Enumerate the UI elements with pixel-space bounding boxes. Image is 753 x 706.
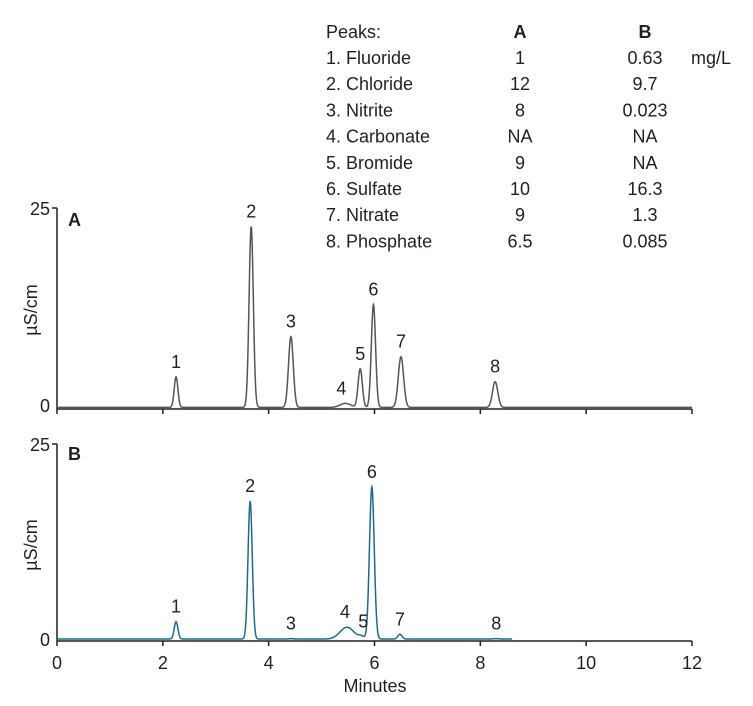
panel-a-y-tick-label-25: 25 bbox=[30, 199, 50, 219]
x-tick-label: 10 bbox=[576, 653, 596, 673]
peak-row-name: 4. Carbonate bbox=[326, 127, 430, 147]
peak-row-b: 0.085 bbox=[622, 231, 667, 251]
peak-row-a: NA bbox=[507, 127, 532, 147]
x-tick-label: 12 bbox=[682, 653, 702, 673]
panel-a-y-tick-label-0: 0 bbox=[40, 396, 50, 416]
peak-row-name: 8. Phosphate bbox=[326, 231, 432, 251]
peak-row-a: 6.5 bbox=[507, 231, 532, 251]
x-tick-labels: 0 2 4 6 8 10 12 bbox=[52, 653, 702, 673]
peak-row-b: NA bbox=[632, 153, 657, 173]
peak-label: 8 bbox=[491, 614, 501, 634]
peak-row-name: 1. Fluoride bbox=[326, 48, 411, 68]
peak-label: 5 bbox=[355, 344, 365, 364]
peak-row-b: NA bbox=[632, 127, 657, 147]
panel-a: 25 0 µS/cm A 1 2 3 45 6 7 8 bbox=[21, 199, 693, 416]
peak-label: 2 bbox=[246, 201, 256, 221]
peak-table: Peaks: A B mg/L 1. Fluoride 1 0.63 2. Chlor… bbox=[326, 22, 731, 251]
panel-b-y-tick-label-25: 25 bbox=[30, 435, 50, 455]
peak-table-header-a: A bbox=[514, 22, 527, 42]
peak-table-header-b: B bbox=[639, 22, 652, 42]
peak-label: 8 bbox=[490, 357, 500, 377]
trace-b bbox=[57, 484, 513, 640]
peak-label: 1 bbox=[171, 352, 181, 372]
x-tick-label: 0 bbox=[52, 653, 62, 673]
peak-row-name: 2. Chloride bbox=[326, 74, 413, 94]
panel-b-x-ticks bbox=[56, 641, 693, 646]
peak-row-a: 8 bbox=[515, 100, 525, 120]
peak-row-b: 0.023 bbox=[622, 100, 667, 120]
x-tick-label: 2 bbox=[158, 653, 168, 673]
panel-a-label: A bbox=[68, 210, 81, 230]
peak-row-a: 9 bbox=[515, 205, 525, 225]
panel-b-y-tick-label-0: 0 bbox=[40, 630, 50, 650]
panel-b-y-axis-label: µS/cm bbox=[21, 519, 41, 570]
peak-label: 5 bbox=[358, 612, 368, 632]
peak-row-a: 12 bbox=[510, 74, 530, 94]
peak-label: 3 bbox=[286, 614, 296, 634]
peak-label: 6 bbox=[368, 279, 378, 299]
peak-label: 2 bbox=[245, 476, 255, 496]
panel-a-y-axis-label: µS/cm bbox=[21, 284, 41, 335]
x-axis-label: Minutes bbox=[343, 676, 406, 696]
peak-row-a: 1 bbox=[515, 48, 525, 68]
peak-row-b: 16.3 bbox=[627, 179, 662, 199]
peak-label: 7 bbox=[396, 332, 406, 352]
peak-row-b: 1.3 bbox=[632, 205, 657, 225]
peak-label: 4 bbox=[340, 602, 350, 622]
peak-row-name: 7. Nitrate bbox=[326, 205, 399, 225]
peak-row-name: 6. Sulfate bbox=[326, 179, 402, 199]
x-tick-label: 8 bbox=[475, 653, 485, 673]
panel-b-peak-labels: 1 2 3 4 5 6 7 8 bbox=[171, 462, 501, 634]
x-tick-label: 6 bbox=[369, 653, 379, 673]
panel-a-x-ticks bbox=[56, 409, 693, 414]
peak-label: 7 bbox=[395, 609, 405, 629]
peak-table-rows: 1. Fluoride 1 0.63 2. Chloride 12 9.7 3. Nitri… bbox=[326, 48, 668, 251]
peak-label: 6 bbox=[367, 462, 377, 482]
peak-row-a: 9 bbox=[515, 153, 525, 173]
panel-a-peak-labels: 1 2 3 45 6 7 8 bbox=[171, 201, 500, 398]
peak-row-name: 5. Bromide bbox=[326, 153, 413, 173]
peak-table-unit: mg/L bbox=[691, 48, 731, 68]
peak-row-a: 10 bbox=[510, 179, 530, 199]
peak-row-b: 9.7 bbox=[632, 74, 657, 94]
peak-label: 1 bbox=[171, 597, 181, 617]
peak-label: 3 bbox=[286, 312, 296, 332]
peak-row-name: 3. Nitrite bbox=[326, 100, 393, 120]
peak-label: 4 bbox=[336, 378, 346, 398]
peak-row-b: 0.63 bbox=[627, 48, 662, 68]
trace-a bbox=[57, 226, 692, 409]
peak-table-header-peaks: Peaks: bbox=[326, 22, 381, 42]
x-tick-label: 4 bbox=[264, 653, 274, 673]
panel-b-label: B bbox=[68, 444, 81, 464]
